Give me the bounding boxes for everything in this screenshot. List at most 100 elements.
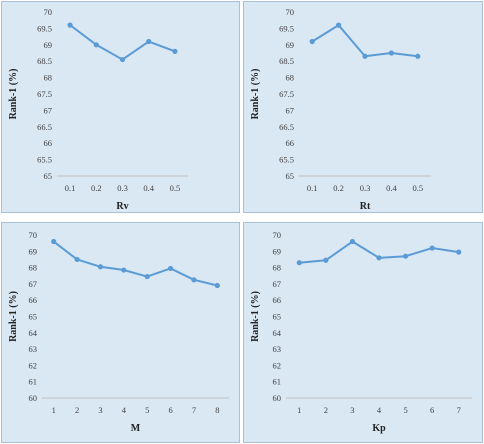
x-axis-title: Kp <box>372 423 386 434</box>
x-tick-label: 0.2 <box>333 183 344 193</box>
x-tick-label: 8 <box>215 405 219 415</box>
y-tick-label: 65 <box>273 312 282 322</box>
x-tick-label: 0.1 <box>307 183 318 193</box>
x-tick-label: 1 <box>52 405 56 415</box>
x-tick-label: 0.2 <box>91 183 102 193</box>
data-point <box>309 38 315 45</box>
data-point <box>121 267 127 273</box>
data-point <box>214 282 220 289</box>
y-tick-label: 65.5 <box>37 155 52 165</box>
data-point <box>67 22 73 28</box>
x-tick-label: 0.4 <box>143 183 154 193</box>
y-tick-label: 65 <box>286 171 295 181</box>
y-tick-label: 62 <box>29 360 38 370</box>
series-line <box>69 24 176 61</box>
x-tick-label: 6 <box>430 405 434 415</box>
data-point <box>362 53 368 59</box>
y-tick-label: 67.5 <box>37 89 52 99</box>
y-tick-label: 64 <box>273 328 282 338</box>
y-tick-label: 67 <box>273 279 282 289</box>
y-axis-title: Rank-1 (%) <box>250 69 261 120</box>
x-tick-label: 5 <box>145 405 149 415</box>
x-tick-label: 7 <box>192 405 196 415</box>
x-tick-label: 4 <box>122 405 127 415</box>
y-tick-label: 66 <box>44 138 53 148</box>
y-tick-label: 65 <box>44 171 53 181</box>
series-line <box>53 240 218 287</box>
y-tick-label: 62 <box>273 360 282 370</box>
x-tick-label: 3 <box>98 405 102 415</box>
data-point <box>323 257 329 263</box>
data-point <box>93 42 99 48</box>
y-tick-label: 68 <box>44 73 53 83</box>
chart-rt: 65 65.5 66 66.5 67 67.5 68 68.5 69 69.5 70 0.1 0.2 0.… <box>250 7 431 212</box>
y-tick-label: 64 <box>29 328 38 338</box>
y-axis-title: Rank-1 (%) <box>8 69 19 120</box>
x-tick-label: 0.1 <box>65 183 76 193</box>
y-tick-label: 67 <box>286 105 295 115</box>
chart-panel-m: 60 61 62 63 64 65 66 67 68 69 70 1 2 3 4 5 6 7 8 M Rank-1 (%… <box>1 222 240 443</box>
data-point <box>191 277 197 283</box>
x-axis-title: Rv <box>116 201 128 212</box>
data-point <box>336 22 342 28</box>
y-tick-label: 66 <box>273 295 282 305</box>
data-point <box>146 38 152 45</box>
y-tick-label: 68.5 <box>37 56 52 66</box>
x-tick-label: 3 <box>350 405 354 415</box>
y-tick-label: 60 <box>29 393 38 403</box>
series-line <box>311 24 418 58</box>
x-tick-label: 7 <box>457 405 461 415</box>
data-point <box>97 264 104 270</box>
y-tick-label: 66.5 <box>37 122 52 132</box>
data-point <box>296 260 302 266</box>
y-tick-label: 69.5 <box>279 23 294 33</box>
data-point <box>376 255 382 261</box>
x-tick-label: 2 <box>75 405 79 415</box>
y-tick-label: 65 <box>29 312 38 322</box>
y-tick-label: 67 <box>44 105 53 115</box>
data-point <box>172 48 178 54</box>
x-tick-label: 5 <box>403 405 407 415</box>
y-tick-label: 70 <box>44 7 53 17</box>
chart-panel-kp: 60 61 62 63 64 65 66 67 68 69 70 1 2 3 4 5 6 7 Kp Rank-1 (%… <box>243 222 483 443</box>
data-point <box>415 53 421 59</box>
data-point <box>456 249 462 255</box>
y-tick-label: 68.5 <box>279 56 294 66</box>
y-tick-label: 65.5 <box>279 155 294 165</box>
data-point <box>119 56 126 63</box>
y-tick-label: 70 <box>273 230 282 240</box>
y-tick-label: 69 <box>286 40 295 50</box>
y-tick-label: 68 <box>273 263 282 273</box>
x-axis-title: Rt <box>360 201 371 212</box>
x-tick-label: 1 <box>297 405 301 415</box>
data-point <box>402 253 409 259</box>
x-tick-label: 0.3 <box>117 183 128 193</box>
y-tick-label: 69 <box>44 40 53 50</box>
y-tick-label: 69 <box>273 246 282 256</box>
data-point <box>144 273 150 280</box>
y-tick-label: 66 <box>29 295 38 305</box>
y-tick-label: 69 <box>29 246 38 256</box>
y-tick-label: 60 <box>273 393 282 403</box>
x-tick-label: 0.3 <box>360 183 371 193</box>
y-tick-label: 63 <box>29 344 38 354</box>
y-tick-label: 66.5 <box>279 122 294 132</box>
x-tick-label: 0.4 <box>386 183 397 193</box>
x-tick-label: 2 <box>324 405 328 415</box>
data-point <box>167 265 174 272</box>
data-point <box>388 50 394 56</box>
y-axis-title: Rank-1 (%) <box>250 291 261 342</box>
y-tick-label: 68 <box>29 263 38 273</box>
y-tick-label: 70 <box>286 7 295 17</box>
x-tick-label: 0.5 <box>412 183 423 193</box>
y-axis-title: Rank-1 (%) <box>8 291 19 342</box>
y-tick-label: 67 <box>29 279 38 289</box>
chart-panel-rt: 65 65.5 66 66.5 67 67.5 68 68.5 69 69.5 70 0.1 0.2 0.… <box>243 1 483 213</box>
data-point <box>51 238 57 245</box>
x-tick-label: 6 <box>168 405 172 415</box>
x-axis-title: M <box>131 423 141 434</box>
y-tick-label: 70 <box>29 230 38 240</box>
x-tick-label: 4 <box>377 405 382 415</box>
